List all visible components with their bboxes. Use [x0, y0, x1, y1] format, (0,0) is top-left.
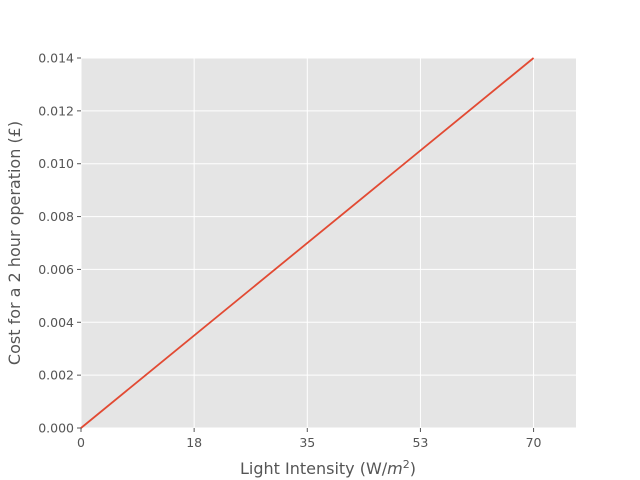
- series-layer: [80, 57, 535, 429]
- y-tick-label-2: 0.004: [38, 315, 74, 330]
- x-tick-label-1: 18: [186, 435, 202, 450]
- plot-background: [81, 58, 576, 428]
- series-line-0: [80, 57, 535, 429]
- x-tick-label-0: 0: [77, 435, 85, 450]
- x-tick-label-3: 53: [412, 435, 428, 450]
- y-tick-label-4: 0.008: [38, 209, 74, 224]
- y-gridlines: [81, 57, 576, 429]
- x-axis-ticks: 0 18 35 53 70: [77, 428, 542, 450]
- x-tick-label-4: 70: [526, 435, 542, 450]
- x-tick-label-2: 35: [299, 435, 315, 450]
- x-axis-label: Light Intensity (W/m2): [240, 458, 416, 478]
- y-axis-label: Cost for a 2 hour operation (£): [5, 121, 24, 365]
- y-tick-label-7: 0.014: [38, 51, 74, 66]
- y-axis-ticks: 0.000 0.002 0.004 0.006 0.008 0.010 0.012 0.014: [38, 51, 81, 436]
- y-tick-label-0: 0.000: [38, 421, 74, 436]
- y-tick-label-6: 0.012: [38, 103, 74, 118]
- y-tick-label-5: 0.010: [38, 156, 74, 171]
- y-tick-label-3: 0.006: [38, 262, 74, 277]
- y-tick-label-1: 0.002: [38, 368, 74, 383]
